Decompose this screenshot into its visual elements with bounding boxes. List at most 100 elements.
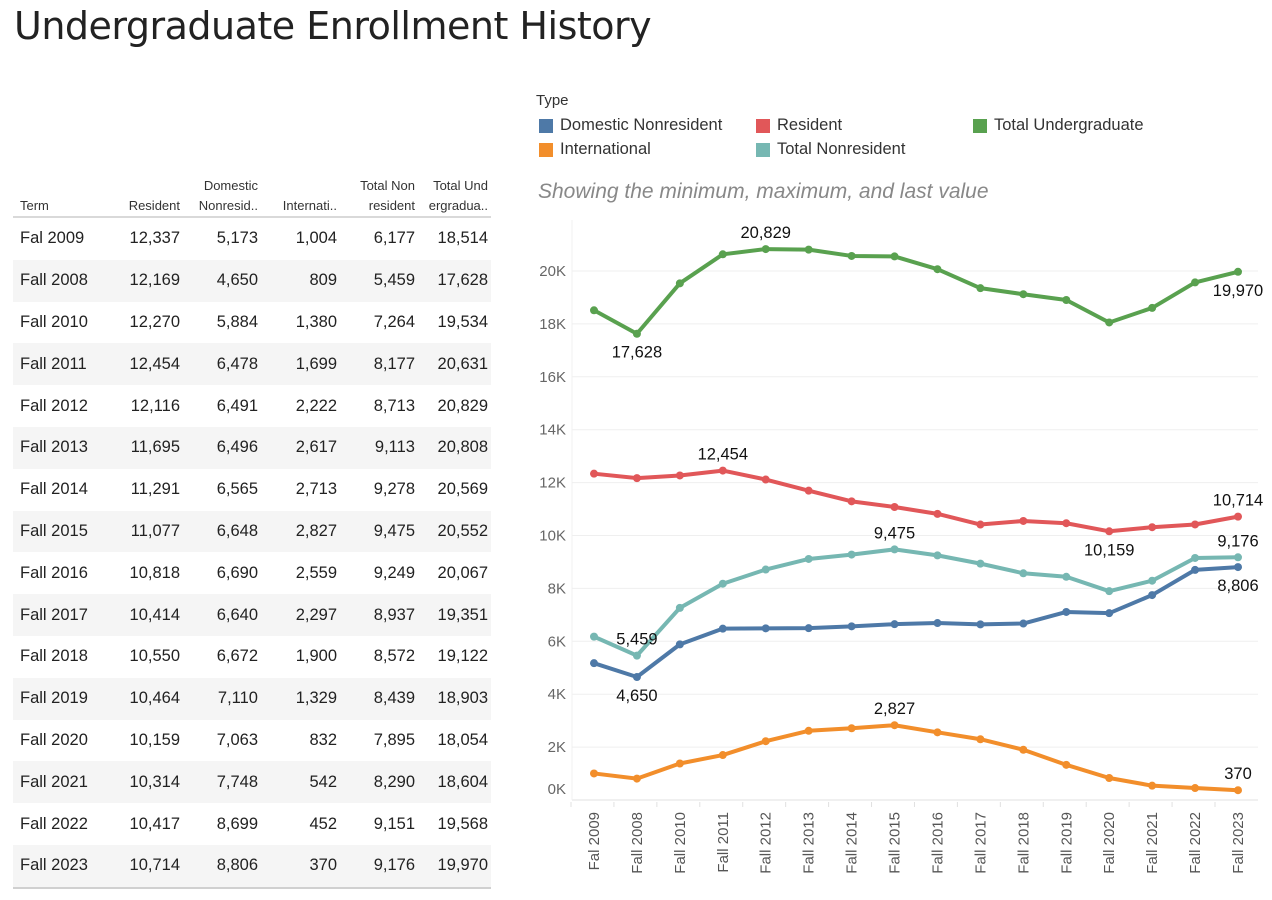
legend-title: Type xyxy=(536,92,569,109)
x-tick-label: Fall 2013 xyxy=(801,812,818,874)
data-point xyxy=(1148,523,1157,532)
data-point xyxy=(1019,619,1028,628)
data-point xyxy=(1148,303,1157,312)
legend-item-domestic-nonresident[interactable]: Domestic Nonresident xyxy=(539,116,722,135)
column-header[interactable]: Term xyxy=(13,196,104,216)
x-tick-label: Fall 2014 xyxy=(844,812,861,874)
table-row: Fall 2019 10,464 7,110 1,329 8,439 18,903 xyxy=(13,677,491,720)
data-point xyxy=(718,579,727,588)
data-point xyxy=(804,486,813,495)
value-cell: 18,514 xyxy=(437,229,488,248)
value-cell: 8,572 xyxy=(373,647,415,666)
series-line-domestic-nonresident xyxy=(592,565,1240,680)
column-header[interactable]: Total Non resident xyxy=(337,176,415,216)
table-row: Fall 2020 10,159 7,063 832 7,895 18,054 xyxy=(13,720,491,762)
data-point xyxy=(718,751,727,760)
legend-swatch xyxy=(539,118,553,133)
table-row: Fall 2016 10,818 6,690 2,559 9,249 20,067 xyxy=(13,552,491,594)
value-cell: 11,291 xyxy=(130,480,180,499)
value-cell: 11,695 xyxy=(130,438,180,457)
term-cell: Fall 2014 xyxy=(20,480,88,499)
x-tick-label: Fall 2021 xyxy=(1144,812,1161,874)
value-cell: 9,249 xyxy=(373,563,415,582)
y-tick-label: 10K xyxy=(539,528,566,545)
value-cell: 20,829 xyxy=(437,396,488,415)
term-cell: Fall 2013 xyxy=(20,438,88,457)
data-label: 8,806 xyxy=(1217,577,1258,595)
term-cell: Fall 2010 xyxy=(20,312,88,331)
table-row: Fall 2014 11,291 6,565 2,713 9,278 20,569 xyxy=(13,469,491,511)
x-tick-label: Fall 2022 xyxy=(1187,812,1204,874)
value-cell: 6,478 xyxy=(216,354,258,373)
value-cell: 12,116 xyxy=(130,396,180,415)
term-cell: Fall 2016 xyxy=(20,563,88,582)
data-point xyxy=(1062,760,1071,769)
data-point xyxy=(632,474,641,483)
value-cell: 6,640 xyxy=(216,605,258,624)
value-cell: 9,475 xyxy=(373,521,415,540)
data-point xyxy=(890,620,899,629)
value-cell: 1,004 xyxy=(295,229,337,248)
data-point xyxy=(1148,781,1157,790)
term-cell: Fall 2022 xyxy=(20,814,88,833)
x-tick-label: Fall 2023 xyxy=(1230,812,1247,874)
x-tick-label: Fall 2015 xyxy=(887,812,904,874)
column-header-text: Total Und xyxy=(433,178,488,193)
column-header[interactable]: Resident xyxy=(104,196,180,216)
data-point xyxy=(761,565,770,574)
value-cell: 8,439 xyxy=(373,689,415,708)
data-point xyxy=(590,306,598,315)
data-point xyxy=(1234,563,1242,572)
value-cell: 2,827 xyxy=(295,521,337,540)
data-point xyxy=(1019,569,1028,578)
value-cell: 2,713 xyxy=(295,480,337,499)
legend-item-resident[interactable]: Resident xyxy=(756,116,842,135)
column-header[interactable]: Domestic Nonresid.. xyxy=(180,176,258,216)
value-cell: 1,329 xyxy=(295,689,337,708)
data-point xyxy=(675,279,684,288)
data-point xyxy=(632,329,641,338)
data-point xyxy=(632,774,641,783)
value-cell: 10,464 xyxy=(129,689,180,708)
data-point xyxy=(1105,609,1114,618)
legend-item-total-nonresident[interactable]: Total Nonresident xyxy=(756,140,905,159)
column-header[interactable]: Internati.. xyxy=(258,196,337,216)
data-point xyxy=(976,559,985,568)
value-cell: 832 xyxy=(309,730,337,749)
value-cell: 9,176 xyxy=(373,856,415,875)
value-cell: 1,900 xyxy=(295,647,337,666)
legend-item-international[interactable]: International xyxy=(539,140,651,159)
value-cell: 5,173 xyxy=(216,229,258,248)
data-point xyxy=(847,622,856,631)
value-cell: 10,417 xyxy=(129,814,180,833)
data-point xyxy=(890,545,899,554)
x-tick-label: Fall 2016 xyxy=(929,812,946,874)
y-tick-label: 14K xyxy=(539,422,566,439)
legend-item-total-undergraduate[interactable]: Total Undergraduate xyxy=(973,116,1144,135)
legend-label: Total Nonresident xyxy=(777,140,906,158)
series-line-international xyxy=(592,723,1240,793)
value-cell: 370 xyxy=(309,856,337,875)
column-header[interactable]: Total Und ergradua.. xyxy=(415,176,488,216)
data-point xyxy=(1062,519,1071,528)
data-point xyxy=(632,651,641,660)
data-point xyxy=(933,551,942,560)
data-point xyxy=(675,471,684,480)
value-cell: 18,903 xyxy=(437,689,488,708)
data-label: 10,159 xyxy=(1084,541,1134,559)
value-cell: 9,278 xyxy=(373,480,415,499)
table-row: Fall 2012 12,116 6,491 2,222 8,713 20,829 xyxy=(13,385,491,427)
term-cell: Fall 2023 xyxy=(20,856,88,875)
table-row: Fall 2013 11,695 6,496 2,617 9,113 20,808 xyxy=(13,426,491,469)
x-tick-label: Fal 2009 xyxy=(586,812,603,870)
value-cell: 6,690 xyxy=(216,563,258,582)
legend-swatch xyxy=(539,142,553,157)
term-cell: Fall 2008 xyxy=(20,271,88,290)
data-point xyxy=(718,624,727,633)
table-bottom-divider xyxy=(13,886,491,889)
value-cell: 5,884 xyxy=(216,312,258,331)
value-cell: 5,459 xyxy=(373,271,415,290)
value-cell: 6,672 xyxy=(216,647,258,666)
table-row: Fall 2023 10,714 8,806 370 9,176 19,970 xyxy=(13,844,491,887)
value-cell: 19,534 xyxy=(437,312,488,331)
